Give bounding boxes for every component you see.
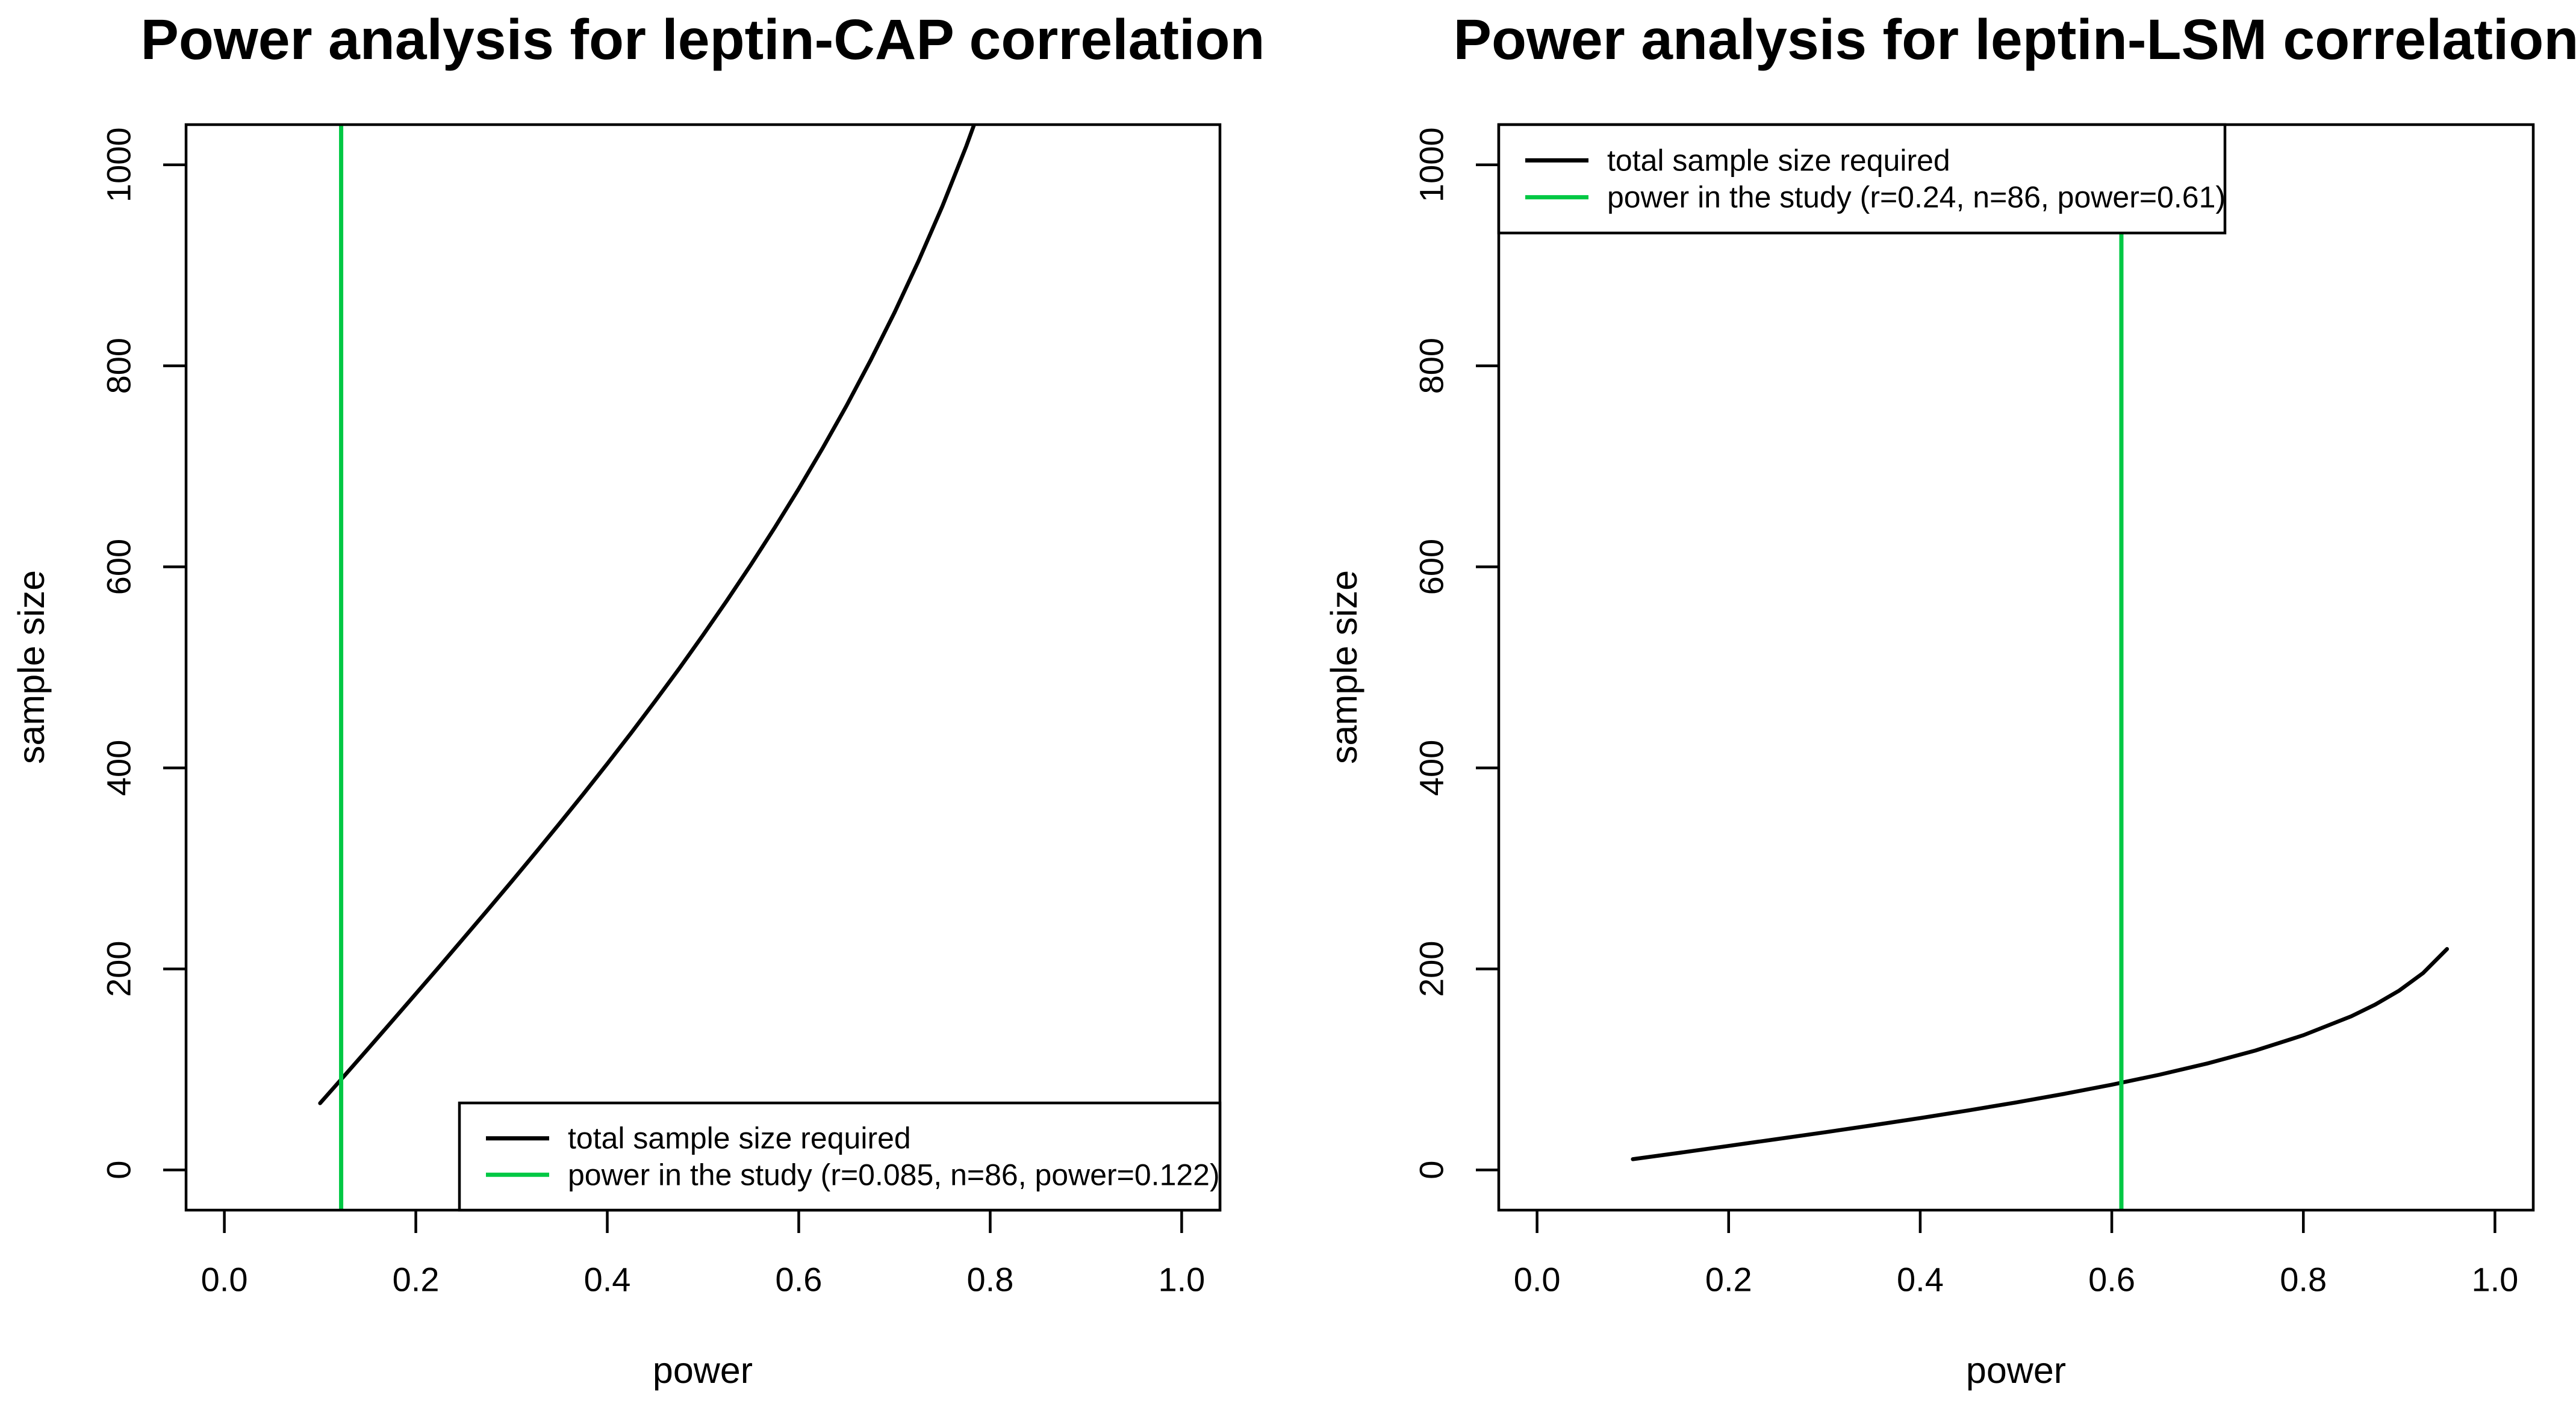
y-axis-tick-label: 1000 bbox=[1413, 127, 1451, 202]
lsm-chart-title: Power analysis for leptin-LSM correlatio… bbox=[1454, 8, 2576, 72]
panel-leptin-cap: 0.0 0.2 0.4 0.6 0.8 1.0 0 200 400 600 800 1000 total… bbox=[11, 8, 1265, 1391]
cap-y-axis-title: sample size bbox=[11, 570, 52, 764]
lsm-plot-area: 0.0 0.2 0.4 0.6 0.8 1.0 0 200 400 600 800 1000 total… bbox=[1413, 123, 2535, 1299]
legend-label: total sample size required bbox=[1607, 143, 1950, 177]
legend-label: power in the study (r=0.24, n=86, power=… bbox=[1607, 181, 2226, 214]
y-axis-tick-label: 1000 bbox=[100, 127, 138, 202]
x-axis-tick-label: 0.0 bbox=[201, 1261, 248, 1299]
x-axis-tick-label: 0.8 bbox=[2280, 1261, 2327, 1299]
y-axis-tick-label: 800 bbox=[100, 338, 138, 394]
x-axis-tick-label: 0.8 bbox=[967, 1261, 1014, 1299]
panel-leptin-lsm: 0.0 0.2 0.4 0.6 0.8 1.0 0 200 400 600 800 1000 total… bbox=[1324, 8, 2576, 1391]
legend-label: power in the study (r=0.085, n=86, power… bbox=[568, 1158, 1220, 1191]
y-axis-tick-label: 400 bbox=[100, 740, 138, 796]
x-axis-tick-label: 0.6 bbox=[2088, 1261, 2135, 1299]
cap-chart-title: Power analysis for leptin-CAP correlatio… bbox=[140, 8, 1265, 72]
legend-label: total sample size required bbox=[568, 1122, 911, 1155]
cap-x-axis-title: power bbox=[653, 1350, 753, 1391]
y-axis-tick-label: 0 bbox=[1413, 1161, 1451, 1179]
y-axis-tick-label: 0 bbox=[100, 1161, 138, 1179]
plot-frame bbox=[1497, 123, 2535, 1212]
x-axis-tick-label: 0.0 bbox=[1514, 1261, 1561, 1299]
x-axis-tick-label: 0.2 bbox=[1705, 1261, 1752, 1299]
lsm-y-axis-title: sample size bbox=[1324, 570, 1364, 764]
legend-box bbox=[1497, 123, 2227, 235]
y-axis-tick-label: 200 bbox=[1413, 941, 1451, 997]
y-axis-tick-label: 600 bbox=[100, 539, 138, 595]
y-axis-tick-label: 600 bbox=[1413, 539, 1451, 595]
x-axis-tick-label: 0.4 bbox=[584, 1261, 631, 1299]
x-axis-tick-label: 0.2 bbox=[393, 1261, 440, 1299]
x-axis-tick-label: 0.4 bbox=[1897, 1261, 1944, 1299]
lsm-x-axis-title: power bbox=[1966, 1350, 2066, 1391]
sample-size-curve bbox=[318, 125, 977, 1105]
x-axis-tick-label: 1.0 bbox=[1158, 1261, 1205, 1299]
cap-plot-area: 0.0 0.2 0.4 0.6 0.8 1.0 0 200 400 600 800 1000 total… bbox=[100, 123, 1222, 1299]
y-axis-tick-label: 400 bbox=[1413, 740, 1451, 796]
y-axis-tick-label: 800 bbox=[1413, 338, 1451, 394]
x-axis-tick-label: 0.6 bbox=[776, 1261, 823, 1299]
y-axis-tick-label: 200 bbox=[100, 941, 138, 997]
sample-size-curve bbox=[1631, 947, 2450, 1161]
legend-box bbox=[458, 1101, 1222, 1212]
x-axis-tick-label: 1.0 bbox=[2471, 1261, 2518, 1299]
